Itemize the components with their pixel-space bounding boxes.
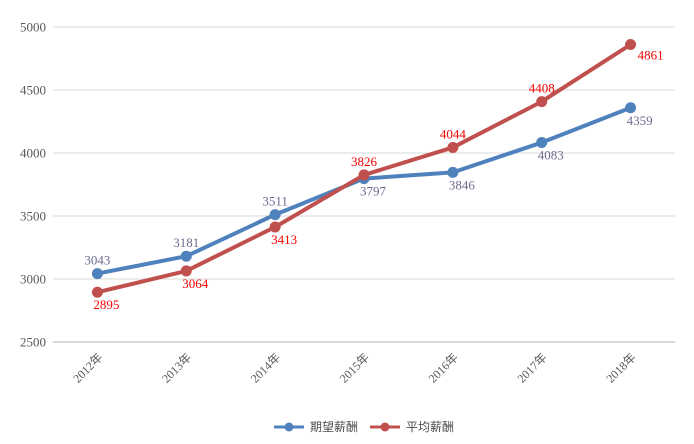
data-point-label: 4861 [638, 48, 664, 63]
data-point-label: 4083 [538, 148, 564, 163]
x-axis-tick-label: 2018年 [603, 350, 638, 385]
data-point-label: 2895 [93, 297, 119, 312]
data-point-label: 3064 [182, 276, 209, 291]
y-axis-tick-label: 5000 [20, 20, 46, 35]
y-axis-tick-label: 2500 [20, 335, 46, 350]
data-point-marker [625, 39, 637, 51]
chart-legend: 期望薪酬 平均薪酬 [53, 418, 675, 435]
data-point-marker [269, 221, 281, 233]
data-point-label: 3797 [360, 184, 387, 199]
data-point-label: 3043 [84, 253, 110, 268]
data-point-marker [180, 250, 192, 262]
y-axis-tick-label: 3000 [20, 272, 46, 287]
data-point-label: 4359 [627, 113, 653, 128]
x-axis-tick-label: 2015年 [337, 350, 372, 385]
legend-line-dot-marker [370, 422, 400, 431]
data-point-label: 3826 [351, 154, 378, 169]
data-point-marker [269, 209, 281, 221]
data-point-marker [536, 137, 548, 149]
data-point-label: 4044 [440, 126, 467, 141]
legend-label: 期望薪酬 [309, 420, 358, 434]
data-point-marker [447, 141, 459, 153]
y-axis-tick-label: 4000 [20, 146, 46, 161]
legend-item-期望薪酬: 期望薪酬 [273, 418, 358, 435]
data-point-marker [91, 268, 103, 280]
x-axis-tick-label: 2017年 [514, 350, 549, 385]
data-point-label: 3511 [262, 194, 288, 209]
legend-line-dot-marker [273, 422, 304, 431]
data-point-marker [91, 286, 103, 298]
x-axis-tick-label: 2013年 [159, 350, 194, 385]
data-point-label: 3413 [271, 232, 297, 247]
x-axis-tick-label: 2016年 [426, 350, 461, 385]
y-axis-tick-label: 3500 [20, 209, 46, 224]
legend-label: 平均薪酬 [406, 420, 455, 434]
legend-item-平均薪酬: 平均薪酬 [370, 418, 454, 435]
y-axis-tick-label: 4500 [20, 83, 46, 98]
data-point-marker [358, 169, 370, 181]
x-axis-tick-label: 2014年 [248, 350, 283, 385]
data-point-marker [180, 265, 192, 277]
data-point-label: 3181 [173, 235, 199, 250]
data-point-label: 3846 [449, 177, 476, 192]
data-point-label: 4408 [529, 81, 555, 96]
data-point-marker [536, 96, 548, 108]
data-point-marker [625, 102, 637, 114]
x-axis-tick-label: 2012年 [70, 350, 105, 385]
data-point-marker [447, 166, 459, 178]
